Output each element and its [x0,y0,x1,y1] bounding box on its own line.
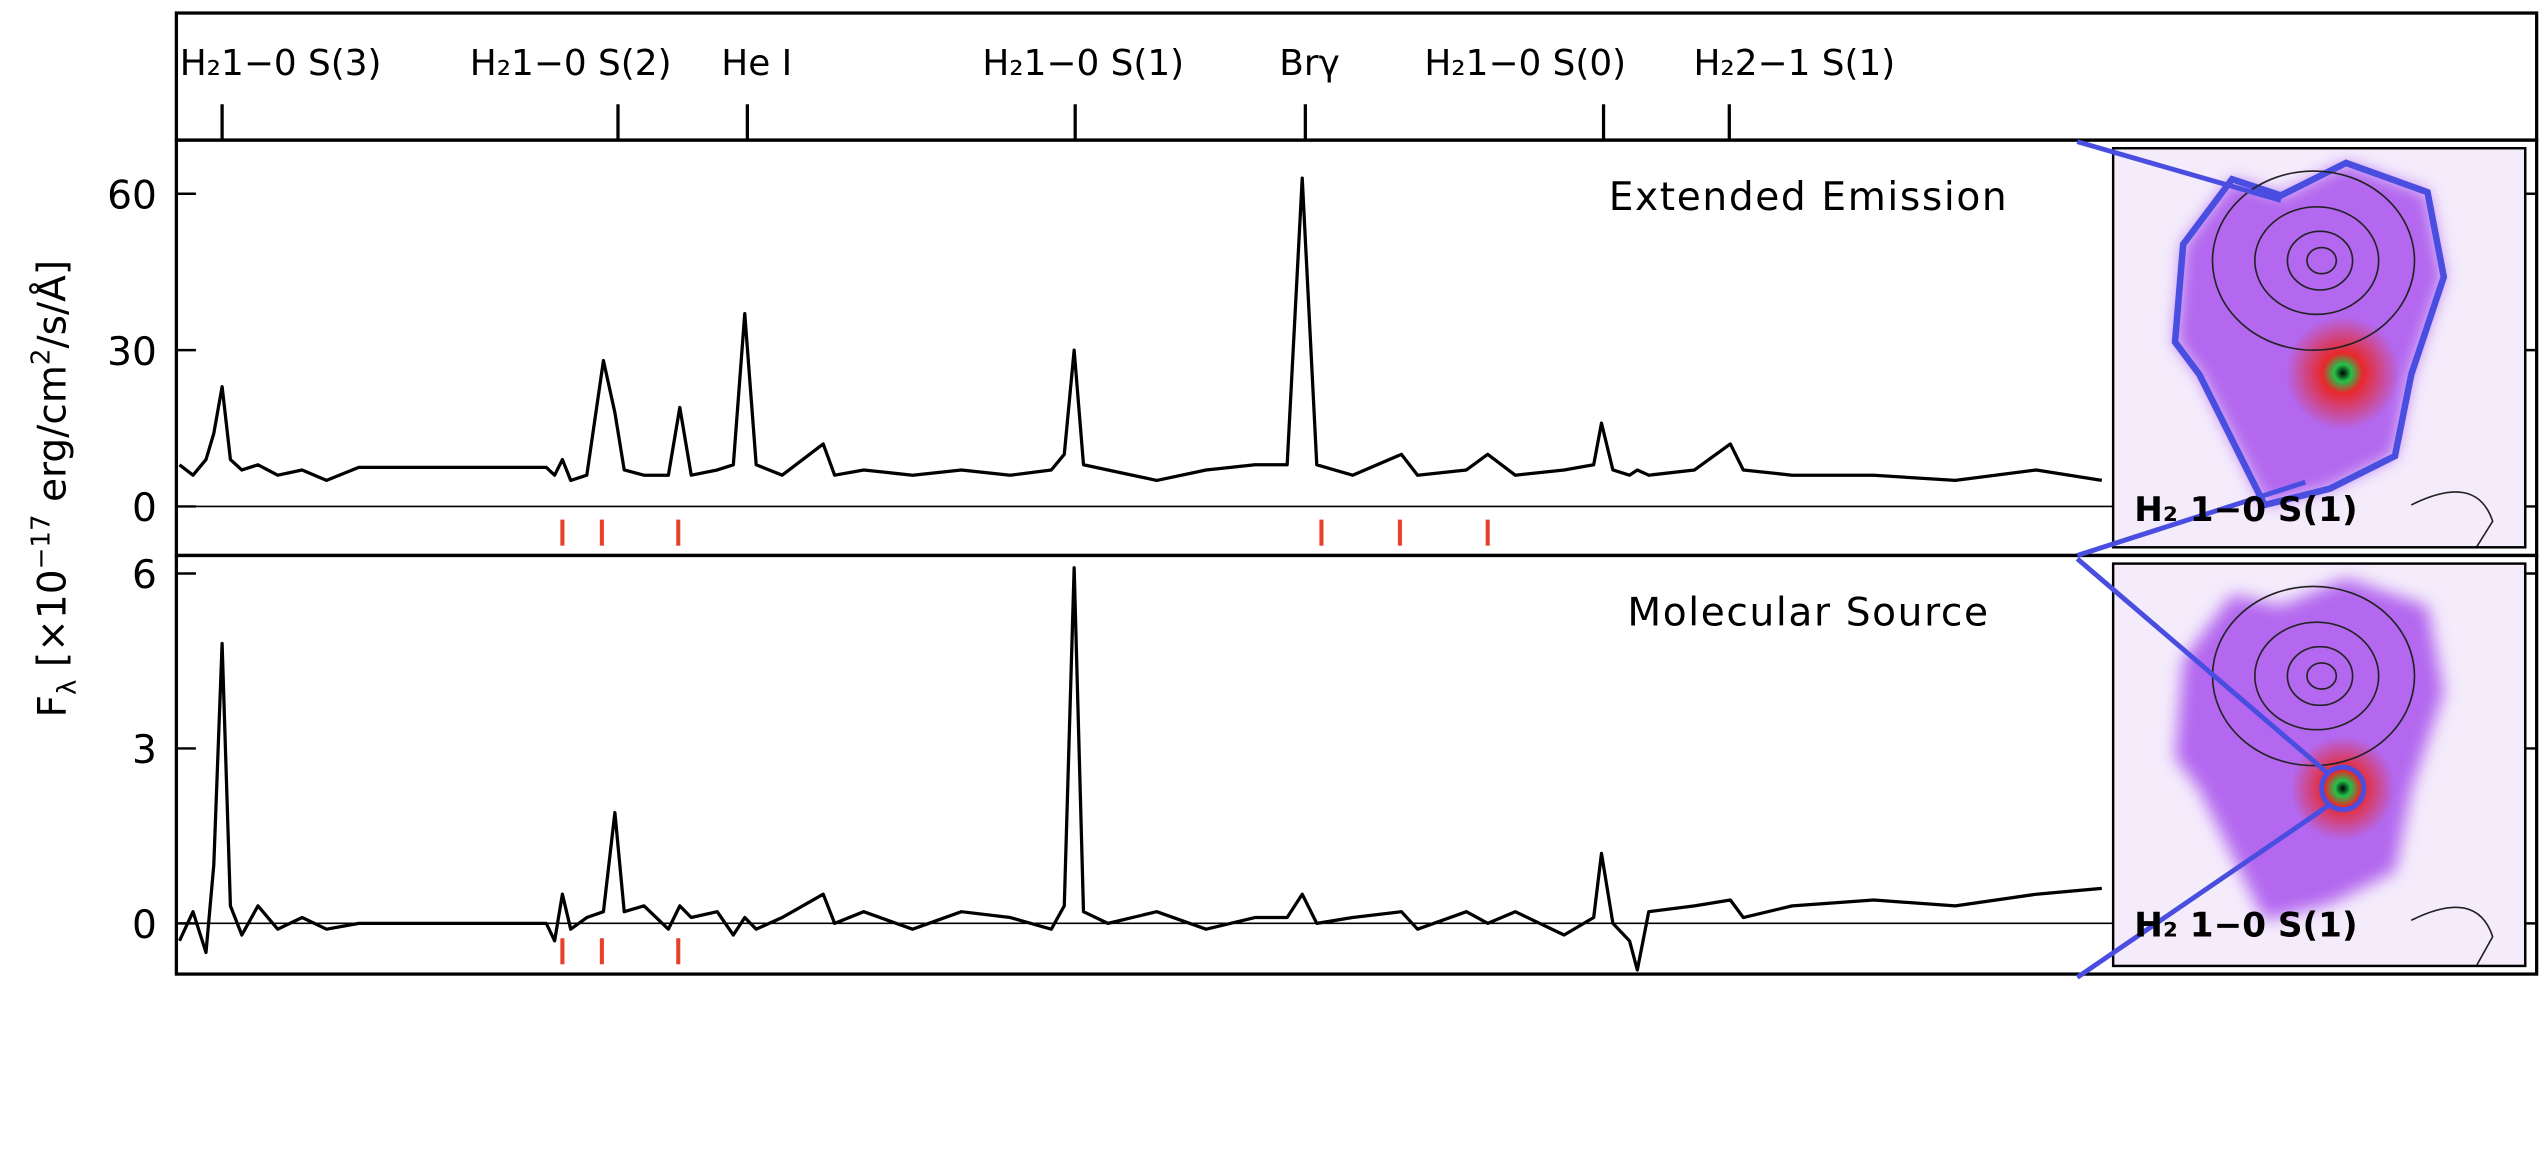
y-label-part: λ [52,680,82,695]
inset-frame [2111,562,2527,968]
line-id-label: H₂1−0 S(0) [1424,43,1626,84]
y-label-part: [×10 [31,569,76,679]
line-id-label: Brγ [1279,43,1340,84]
y-tick-label: 3 [132,728,157,773]
y-tick-label: 6 [132,553,157,598]
panel-title: Molecular Source [1627,590,1989,635]
y-label-part: 2 [26,349,56,366]
y-tick-label: 0 [132,486,157,531]
y-label-part: /s/Å] [29,260,76,349]
y-label-part: erg/cm [31,365,76,514]
y-tick-label: 60 [107,173,157,218]
panel-frame [174,553,2539,976]
spectrum-line [178,566,2102,972]
y-tick-label: 30 [107,330,157,375]
line-id-label: He I [721,43,792,84]
spectrum-line [178,176,2103,483]
line-id-label: H₂1−0 S(1) [982,43,1184,84]
line-id-label: H₂1−0 S(2) [470,43,672,84]
panel-title: Extended Emission [1609,175,2009,220]
inset-label: H₂ 1−0 S(1) [2134,906,2357,946]
zoom-line [2076,139,2282,203]
inset-frame [2111,147,2527,549]
y-label-part: F [31,695,76,717]
spectrum-group [178,176,2103,483]
y-label-part: −17 [26,514,56,569]
y-axis-label: Fλ [×10−17 erg/cm2/s/Å] [26,260,82,718]
zoom-line [2076,479,2307,558]
spectrum-group [178,566,2102,972]
zoom-line [2075,556,2329,774]
zoom-line [2075,802,2332,980]
line-id-label: H₂1−0 S(3) [180,43,382,84]
y-tick-label: 0 [132,903,157,948]
inset-label: H₂ 1−0 S(1) [2134,490,2357,530]
inset-image [2113,148,2526,548]
line-id-label: H₂2−1 S(1) [1693,43,1895,84]
